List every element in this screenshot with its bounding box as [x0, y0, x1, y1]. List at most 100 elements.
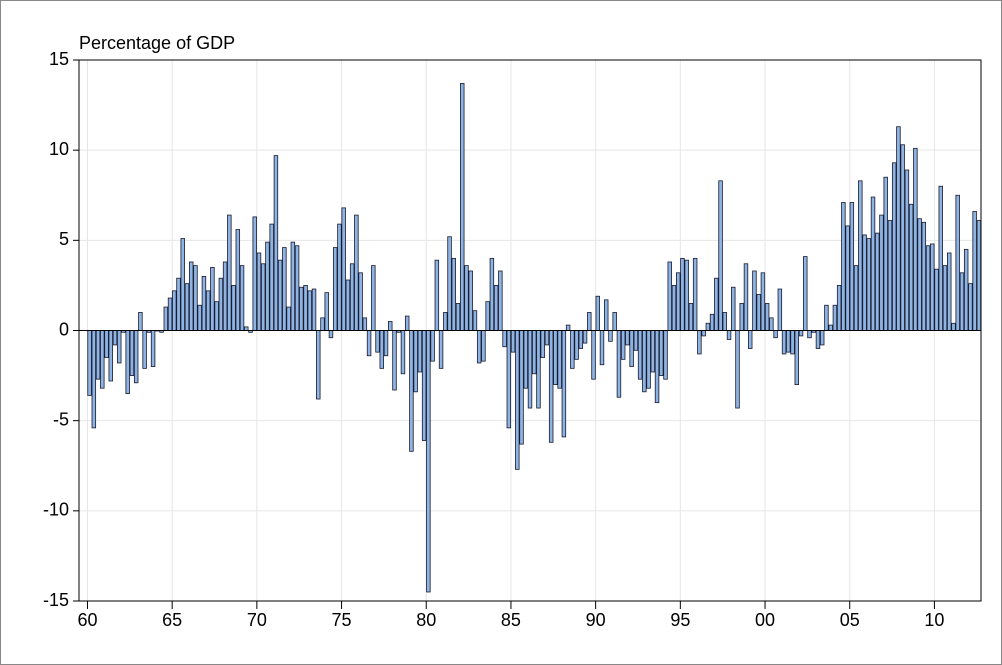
bar [388, 321, 393, 331]
bar [608, 330, 613, 342]
x-tick-label: 90 [586, 610, 606, 630]
bar [332, 247, 338, 331]
bar [400, 330, 406, 375]
bar [443, 312, 448, 331]
x-tick-label: 05 [840, 610, 860, 630]
bar [180, 238, 185, 331]
bar [256, 252, 262, 331]
bar [836, 285, 842, 331]
bar [565, 324, 571, 331]
bar [498, 270, 503, 331]
bar [794, 330, 800, 385]
bar [523, 330, 528, 389]
bar [709, 313, 715, 331]
bar [642, 330, 647, 393]
bar [591, 330, 596, 380]
bar [908, 203, 914, 331]
bar [438, 330, 444, 369]
bar [858, 180, 863, 331]
bar [684, 259, 689, 331]
bar [553, 330, 558, 385]
bar [718, 180, 723, 331]
bar [739, 303, 744, 331]
bar [616, 330, 622, 398]
bar [468, 270, 473, 331]
bar [244, 326, 249, 331]
bar [95, 330, 101, 380]
bar [129, 330, 135, 376]
bar [460, 83, 465, 331]
bar [383, 330, 389, 357]
bar [654, 330, 660, 404]
bar [201, 275, 207, 331]
y-tick-label: -10 [43, 500, 69, 520]
bar [807, 330, 812, 339]
bar [222, 261, 228, 331]
bar [934, 268, 939, 331]
bar [540, 330, 545, 358]
bar [532, 330, 537, 375]
bar [633, 330, 639, 351]
bar [150, 330, 156, 367]
bar [303, 285, 308, 331]
bar [307, 290, 313, 331]
bar [781, 330, 787, 355]
bar [476, 330, 482, 364]
bar [472, 310, 478, 331]
bar [917, 218, 922, 331]
bar [913, 147, 918, 331]
bar [379, 330, 385, 369]
bar [625, 330, 630, 346]
bar [942, 265, 948, 331]
bar [875, 232, 880, 331]
bar [574, 330, 579, 360]
bar [548, 330, 554, 443]
chart-title: Percentage of GDP [79, 33, 235, 53]
bar [828, 324, 833, 331]
y-tick-label: -15 [43, 590, 69, 610]
x-tick-label: 75 [332, 610, 352, 630]
bar [345, 279, 351, 331]
bar [172, 290, 177, 331]
y-tick-label: 5 [59, 229, 69, 249]
bar [557, 330, 562, 389]
x-tick-label: 00 [755, 610, 775, 630]
x-tick-label: 70 [247, 610, 267, 630]
bar [930, 243, 935, 331]
bar [815, 330, 821, 349]
bar [125, 330, 130, 395]
bar [163, 306, 169, 331]
bar [853, 265, 859, 331]
bar [697, 330, 702, 355]
bar [375, 330, 380, 353]
x-tick-label: 65 [162, 610, 182, 630]
bar [349, 263, 355, 331]
bar [455, 303, 461, 331]
bar [519, 330, 524, 445]
y-tick-label: -5 [53, 409, 69, 429]
bar [311, 288, 317, 331]
bar [832, 304, 838, 331]
bar [108, 330, 113, 382]
bar [235, 229, 241, 331]
bar [239, 265, 245, 331]
bar [227, 214, 232, 331]
bar [544, 330, 550, 346]
x-tick-label: 85 [501, 610, 521, 630]
bar [650, 330, 656, 373]
bar [947, 252, 952, 331]
bar [277, 259, 283, 331]
bar [722, 312, 728, 331]
bar [409, 330, 414, 452]
bar [790, 330, 795, 355]
bar [976, 220, 982, 331]
bar [481, 330, 486, 362]
bar [138, 312, 143, 331]
bar [489, 257, 495, 331]
bar [87, 330, 92, 396]
bar [680, 257, 685, 331]
bar [659, 330, 664, 376]
bar [760, 272, 766, 331]
bar [587, 312, 592, 331]
